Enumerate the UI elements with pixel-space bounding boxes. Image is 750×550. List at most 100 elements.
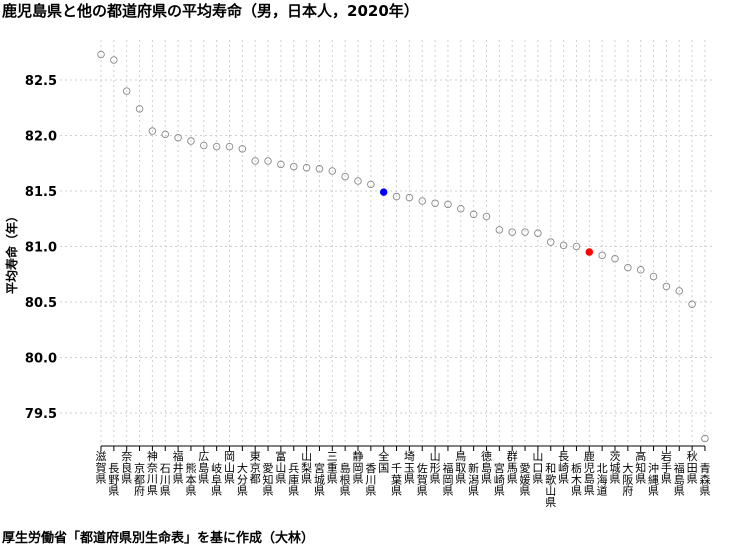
- x-tick-label: 群馬県: [507, 449, 518, 486]
- data-points: [97, 50, 709, 443]
- data-point: [572, 242, 581, 251]
- data-point: [636, 266, 645, 274]
- x-tick-label: 東京都: [250, 450, 261, 486]
- data-point: [701, 434, 709, 443]
- x-tick-label: 福岡県: [442, 461, 453, 498]
- x-tick-label: 愛媛県: [520, 462, 531, 498]
- data-point: [328, 167, 337, 175]
- x-tick-label: 徳島県: [481, 450, 492, 486]
- data-point-national: [379, 188, 388, 196]
- data-point: [264, 157, 272, 165]
- x-tick-label: 山口県: [532, 450, 543, 486]
- data-point: [521, 228, 529, 236]
- data-point: [559, 241, 568, 250]
- x-tick-label: 佐賀県: [417, 461, 428, 498]
- x-tick-label: 千葉県: [391, 462, 402, 498]
- data-point: [97, 50, 105, 59]
- x-tick-label: 福島県: [674, 461, 685, 498]
- x-tick-label: 長野県: [108, 462, 119, 498]
- data-point: [469, 210, 478, 219]
- data-point: [212, 142, 221, 151]
- data-point: [238, 145, 247, 153]
- x-tick-label: 岡山県: [224, 450, 235, 486]
- y-tick-label: 82.5: [25, 74, 57, 89]
- x-tick-label: 鳥取県: [455, 449, 466, 486]
- data-point-kagoshima: [585, 248, 594, 256]
- data-point: [392, 192, 401, 201]
- data-point: [534, 229, 542, 237]
- x-tick-label: 香川県: [365, 462, 376, 498]
- x-tick-label: 大分県: [237, 461, 248, 498]
- x-tick-label: 奈良県: [121, 449, 132, 486]
- data-point: [225, 142, 234, 151]
- x-tick-label: 島根県: [340, 461, 351, 498]
- x-tick-label: 長崎県: [558, 450, 569, 486]
- x-tick-label: 石川県: [160, 462, 171, 498]
- y-tick-label: 80.5: [25, 296, 57, 311]
- x-tick-label: 茨城県: [610, 449, 621, 486]
- data-point: [302, 163, 311, 172]
- x-tick-label: 滋賀県: [96, 450, 107, 486]
- data-point: [482, 212, 491, 221]
- data-point: [649, 272, 658, 281]
- data-point: [135, 105, 144, 113]
- data-point: [444, 200, 452, 209]
- y-tick-label: 82.0: [25, 130, 57, 145]
- data-point: [341, 172, 349, 181]
- x-tick-label: 富山県: [275, 449, 286, 486]
- data-point: [277, 160, 285, 169]
- data-point: [110, 56, 118, 64]
- data-point: [688, 300, 696, 308]
- data-point: [457, 205, 465, 213]
- x-tick-label: 熊本県: [185, 461, 196, 498]
- y-tick-label: 81.5: [25, 185, 57, 200]
- data-point: [495, 226, 504, 234]
- data-point: [405, 193, 414, 202]
- data-point: [662, 282, 671, 291]
- y-axis-label: 平均寿命（年）: [4, 210, 19, 294]
- x-tick-label: 三重県: [327, 450, 338, 486]
- x-tick-label: 岐阜県: [211, 462, 222, 498]
- x-tick-label: 福井県: [173, 449, 184, 486]
- data-point: [174, 133, 182, 142]
- source-note: 厚生労働省「都道府県別生命表」を基に作成（大林）: [2, 531, 315, 546]
- data-point: [290, 162, 298, 171]
- y-axis: 79.5 80.0 80.5 81.0 81.5 82.0 82.5: [25, 74, 57, 422]
- x-tick-label: 和歌山県: [545, 462, 556, 509]
- x-tick-label: 沖縄県: [648, 462, 659, 498]
- x-tick-label: 岩手県: [661, 449, 672, 486]
- data-point: [354, 177, 362, 185]
- x-axis: 滋賀県長野県奈良県京都府神奈川県石川県福井県熊本県広島県岐阜県岡山県大分県東京都…: [96, 445, 710, 509]
- x-tick-label: 鹿児島県: [584, 449, 595, 497]
- y-tick-label: 81.0: [25, 241, 57, 256]
- data-point: [418, 197, 427, 205]
- data-point: [508, 228, 516, 236]
- x-tick-label: 神奈川県: [147, 449, 158, 497]
- x-tick-label: 北海道: [597, 462, 608, 498]
- data-point: [367, 180, 375, 189]
- x-tick-label: 愛知県: [263, 462, 274, 498]
- y-tick-label: 79.5: [25, 407, 57, 422]
- data-point: [200, 141, 208, 150]
- data-point: [675, 287, 684, 295]
- data-point: [611, 254, 619, 263]
- data-point: [315, 165, 324, 173]
- data-point: [624, 263, 632, 272]
- data-point: [148, 127, 157, 135]
- x-tick-label: 全国: [378, 449, 389, 474]
- chart-title: 鹿児島県と他の都道府県の平均寿命（男，日本人，2020年）: [2, 2, 419, 20]
- x-tick-label: 埼玉県: [404, 449, 415, 486]
- x-tick-label: 広島県: [198, 450, 209, 486]
- y-tick-label: 80.0: [25, 352, 57, 367]
- x-tick-label: 山梨県: [301, 450, 312, 486]
- x-tick-label: 京都府: [134, 461, 145, 498]
- data-point: [251, 157, 259, 165]
- grid-lines: [60, 40, 712, 442]
- x-tick-label: 兵庫県: [288, 462, 299, 498]
- x-tick-label: 栃木県: [571, 461, 582, 498]
- x-tick-label: 大阪府: [622, 461, 633, 498]
- x-tick-label: 新潟県: [468, 461, 479, 498]
- data-point: [161, 130, 169, 139]
- data-point: [187, 137, 195, 145]
